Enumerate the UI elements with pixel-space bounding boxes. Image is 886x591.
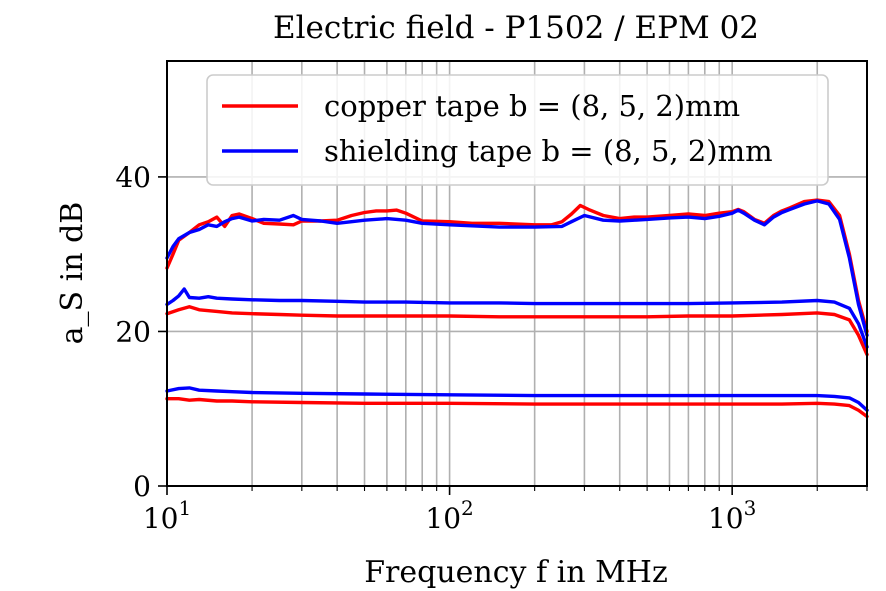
chart-title: Electric field - P1502 / EPM 02 [273, 10, 759, 46]
x-axis-label: Frequency f in MHz [364, 555, 668, 590]
series-line-copper-5mm [165, 305, 869, 357]
series-line-shielding-8mm [165, 199, 869, 337]
series-line-copper-2mm [165, 397, 869, 419]
series-line-shielding-2mm [165, 386, 869, 412]
legend: copper tape b = (8, 5, 2)mm shielding ta… [206, 74, 829, 186]
legend-box [206, 74, 829, 186]
legend-label-copper: copper tape b = (8, 5, 2)mm [324, 89, 740, 123]
legend-label-shielding: shielding tape b = (8, 5, 2)mm [324, 134, 773, 168]
plot-frame [166, 60, 868, 487]
y-tick-label: 0 [133, 470, 151, 503]
axis-ticks: 0 20 40 101 102 103 [115, 161, 868, 535]
y-tick-label: 20 [115, 315, 151, 348]
x-tick-label: 101 [143, 496, 191, 535]
x-tick-label: 102 [425, 496, 473, 535]
x-tick-label: 103 [708, 496, 756, 535]
y-tick-label: 40 [115, 161, 151, 194]
series-line-shielding-5mm [165, 287, 869, 349]
y-axis-label: a_S in dB [55, 202, 90, 345]
plot-lines [165, 198, 869, 419]
